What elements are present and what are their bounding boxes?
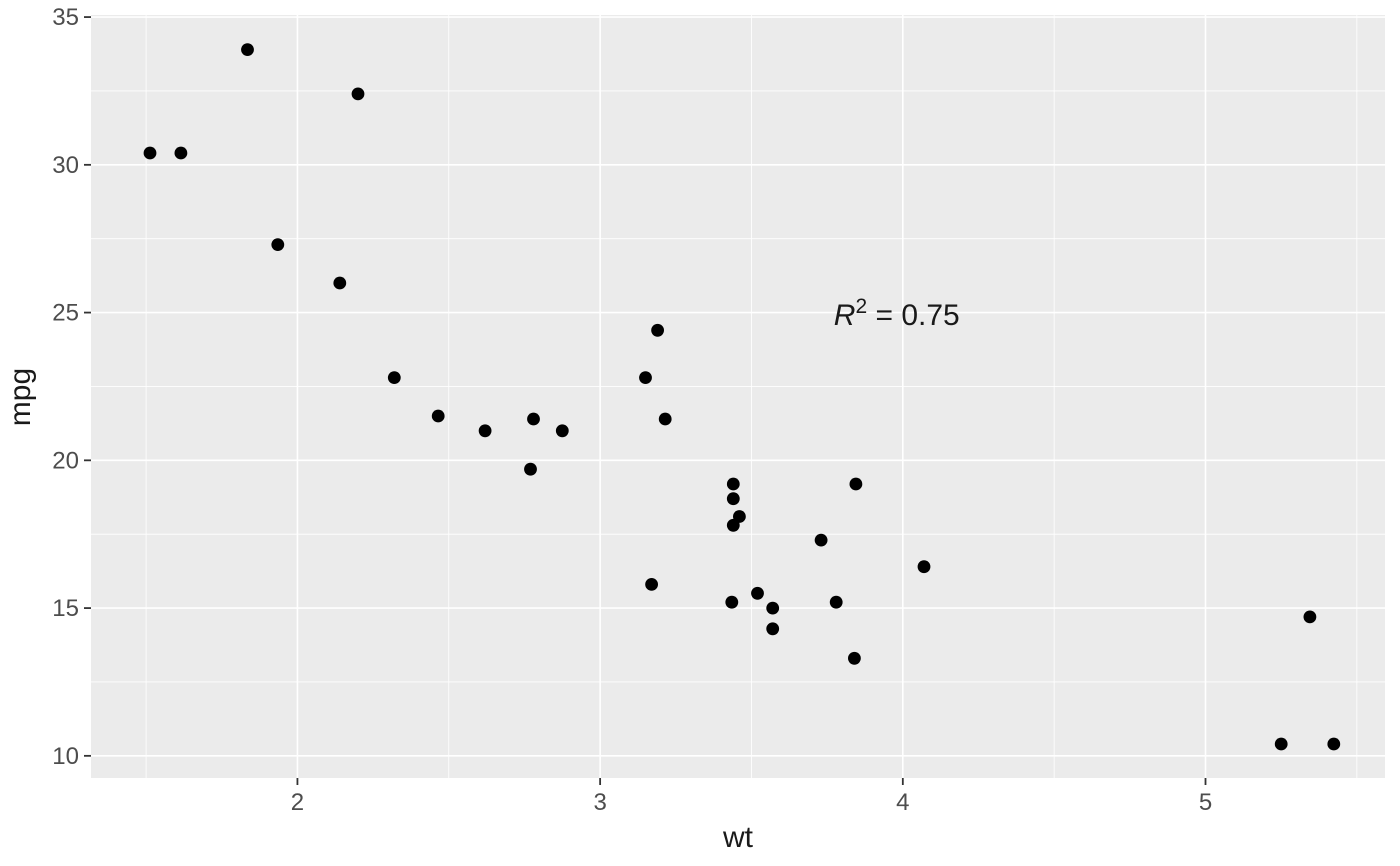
data-point xyxy=(555,424,569,438)
r-squared-annotation: R2 = 0.75 xyxy=(834,295,960,332)
y-tick-label: 25 xyxy=(52,300,79,327)
data-point xyxy=(766,622,780,636)
data-point xyxy=(726,477,740,491)
y-tick-label: 35 xyxy=(52,4,79,31)
data-point xyxy=(658,412,672,426)
data-point xyxy=(829,595,843,609)
data-point xyxy=(849,477,863,491)
x-axis-title: wt xyxy=(722,821,754,854)
data-point xyxy=(766,601,780,615)
y-tick-label: 10 xyxy=(52,743,79,770)
y-axis-title: mpg xyxy=(4,368,37,426)
data-point xyxy=(726,518,740,532)
x-tick-label: 3 xyxy=(593,789,606,816)
y-tick-label: 15 xyxy=(52,595,79,622)
x-tick-label: 2 xyxy=(291,789,304,816)
data-point xyxy=(725,595,739,609)
data-point xyxy=(645,578,658,591)
plot-panel xyxy=(91,15,1385,778)
data-point xyxy=(1274,737,1288,751)
data-point xyxy=(351,87,365,101)
data-point xyxy=(527,412,540,426)
data-point xyxy=(241,43,254,56)
data-point xyxy=(651,323,664,337)
y-tick-label: 30 xyxy=(52,152,79,179)
data-point xyxy=(1303,610,1317,624)
data-point xyxy=(917,560,931,574)
y-tick-label: 20 xyxy=(52,447,79,474)
data-point xyxy=(387,371,401,384)
data-point xyxy=(639,371,652,384)
data-point xyxy=(848,651,861,665)
data-point xyxy=(478,424,492,438)
x-tick-label: 5 xyxy=(1199,789,1212,816)
data-point xyxy=(431,409,445,423)
plot-area: 2 3 4 5 10 15 20 25 30 35 R2 = 0.75 xyxy=(52,4,1385,816)
data-point xyxy=(751,586,764,600)
data-point xyxy=(524,462,537,476)
data-point xyxy=(143,146,157,160)
data-point xyxy=(271,238,285,252)
data-point xyxy=(333,276,347,290)
data-point xyxy=(726,492,740,506)
x-tick-label: 4 xyxy=(896,789,909,816)
data-point xyxy=(814,533,828,547)
data-point xyxy=(1327,737,1341,751)
data-point xyxy=(174,146,188,160)
